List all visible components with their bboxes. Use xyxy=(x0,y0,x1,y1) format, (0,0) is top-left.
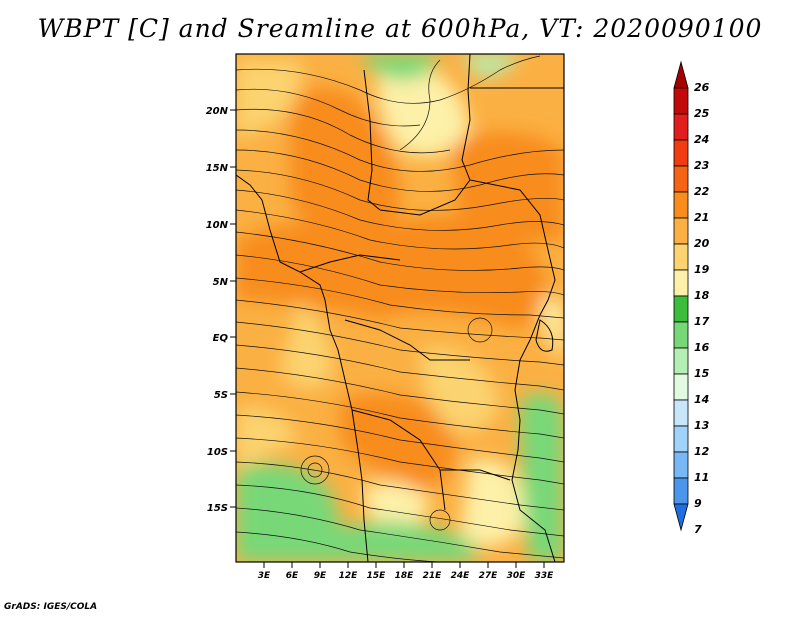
lon-label: 30E xyxy=(507,571,527,581)
colorbar-segment xyxy=(673,269,689,297)
colorbar-segment xyxy=(673,139,689,167)
colorbar-label: 18 xyxy=(694,289,710,302)
colorbar-label: 7 xyxy=(694,523,702,536)
colorbar-label: 19 xyxy=(694,263,710,276)
colorbar-label: 13 xyxy=(694,419,710,432)
colorbar-segment xyxy=(673,165,689,193)
colorbar-label: 23 xyxy=(694,159,710,172)
colorbar-label: 25 xyxy=(694,107,710,120)
colorbar-label: 14 xyxy=(694,393,709,406)
lon-label: 15E xyxy=(367,571,387,581)
colorbar-segment xyxy=(673,60,689,89)
colorbar-segment xyxy=(673,425,689,453)
grads-credit: GrADS: IGES/COLA xyxy=(4,602,98,612)
colorbar-label: 26 xyxy=(694,81,710,94)
colorbar-label: 12 xyxy=(694,445,710,458)
latitude-axis: 20N 15N 10N 5N EQ 5S 10S 15S xyxy=(206,106,236,514)
map-frame xyxy=(235,53,565,563)
lat-label: 10S xyxy=(207,447,228,458)
colorbar-segment xyxy=(673,347,689,375)
colorbar-segment xyxy=(673,373,689,401)
colorbar-segment xyxy=(673,191,689,219)
lat-label: 10N xyxy=(206,220,229,231)
lon-label: 24E xyxy=(451,571,471,581)
colorbar-segment xyxy=(673,113,689,141)
colorbar-label: 17 xyxy=(694,315,710,328)
colorbar-segment xyxy=(673,321,689,349)
lon-label: 18E xyxy=(395,571,415,581)
lon-label: 12E xyxy=(339,571,359,581)
lat-label: 5S xyxy=(214,390,228,401)
lon-label: 21E xyxy=(423,571,443,581)
lon-label: 33E xyxy=(535,571,555,581)
wbpt-field xyxy=(236,54,564,562)
colorbar-labels: 26 25 24 23 22 21 20 19 18 17 16 15 14 1… xyxy=(694,81,710,536)
colorbar-segment xyxy=(673,217,689,245)
lat-label: EQ xyxy=(213,333,229,344)
colorbar-label: 9 xyxy=(694,497,702,510)
chart-title: WBPT [C] and Sreamline at 600hPa, VT: 20… xyxy=(37,14,763,43)
lat-label: 15S xyxy=(207,503,228,514)
lon-label: 3E xyxy=(258,571,271,581)
lat-label: 15N xyxy=(206,163,229,174)
colorbar-label: 15 xyxy=(694,367,710,380)
streamlines xyxy=(236,55,564,562)
colorbar-segment xyxy=(673,477,689,505)
colorbar-segment xyxy=(673,503,689,532)
lon-label: 6E xyxy=(286,571,299,581)
longitude-axis: 3E 6E 9E 12E 15E 18E 21E 24E 27E 30E 33E xyxy=(258,562,554,581)
colorbar-segment xyxy=(673,243,689,271)
colorbar-segment xyxy=(673,451,689,479)
lon-label: 27E xyxy=(479,571,499,581)
colorbar-segment xyxy=(673,87,689,115)
colorbar-segments xyxy=(673,60,689,532)
colorbar-label: 22 xyxy=(694,185,710,198)
colorbar-label: 11 xyxy=(694,471,709,484)
lat-label: 5N xyxy=(213,277,229,288)
colorbar-label: 16 xyxy=(694,341,710,354)
lat-label: 20N xyxy=(206,106,229,117)
colorbar-label: 20 xyxy=(694,237,710,250)
lon-label: 9E xyxy=(314,571,327,581)
colorbar-segment xyxy=(673,399,689,427)
colorbar-label: 24 xyxy=(694,133,709,146)
colorbar-label: 21 xyxy=(694,211,709,224)
coastlines-borders xyxy=(236,54,564,562)
colorbar: 26 25 24 23 22 21 20 19 18 17 16 15 14 1… xyxy=(673,60,710,536)
colorbar-segment xyxy=(673,295,689,323)
